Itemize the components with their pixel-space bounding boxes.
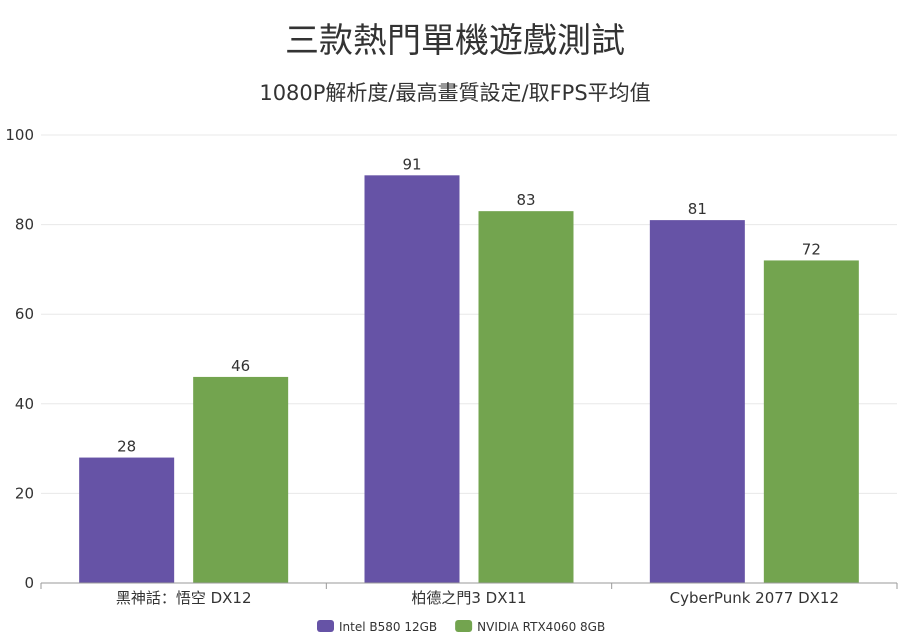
bar[interactable]: [364, 175, 460, 583]
legend-item[interactable]: Intel B580 12GB: [317, 620, 437, 634]
legend-swatch[interactable]: [455, 620, 473, 632]
bar[interactable]: [478, 211, 574, 583]
data-label: 91: [402, 155, 421, 173]
grid-lines: [41, 134, 897, 494]
bar[interactable]: [763, 260, 859, 583]
data-label: 83: [516, 191, 535, 209]
data-label: 46: [231, 357, 250, 375]
data-label: 72: [802, 240, 821, 258]
x-tick-label: 黑神話：悟空 DX12: [116, 589, 252, 607]
x-tick-label: CyberPunk 2077 DX12: [670, 589, 839, 607]
bars: 28 46 91 83 81 72: [79, 155, 859, 583]
bar[interactable]: [649, 220, 745, 583]
data-label: 28: [117, 438, 136, 456]
legend-label[interactable]: NVIDIA RTX4060 8GB: [477, 620, 605, 634]
legend[interactable]: Intel B580 12GB NVIDIA RTX4060 8GB: [317, 620, 605, 634]
legend-swatch[interactable]: [317, 620, 334, 632]
y-tick-label: 80: [15, 216, 34, 234]
y-tick-label: 100: [5, 126, 34, 144]
legend-item[interactable]: NVIDIA RTX4060 8GB: [455, 620, 605, 634]
bar[interactable]: [79, 457, 175, 583]
y-tick-label: 60: [15, 305, 34, 323]
y-tick-label: 0: [24, 574, 34, 592]
x-tick-label: 柏德之門3 DX11: [411, 589, 526, 607]
data-label: 81: [688, 200, 707, 218]
bar[interactable]: [193, 376, 289, 583]
chart-title: 三款熱門單機遊戲測試: [285, 21, 625, 61]
y-tick-label: 20: [15, 484, 34, 502]
y-tick-label: 40: [15, 395, 34, 413]
chart-subtitle: 1080P解析度/最高畫質設定/取FPS平均值: [259, 81, 650, 105]
legend-label[interactable]: Intel B580 12GB: [339, 620, 437, 634]
axes: 0 20 40 60 80 100 黑神話：悟空 DX12 柏德之門3 DX11 CyberPu…: [5, 126, 898, 607]
